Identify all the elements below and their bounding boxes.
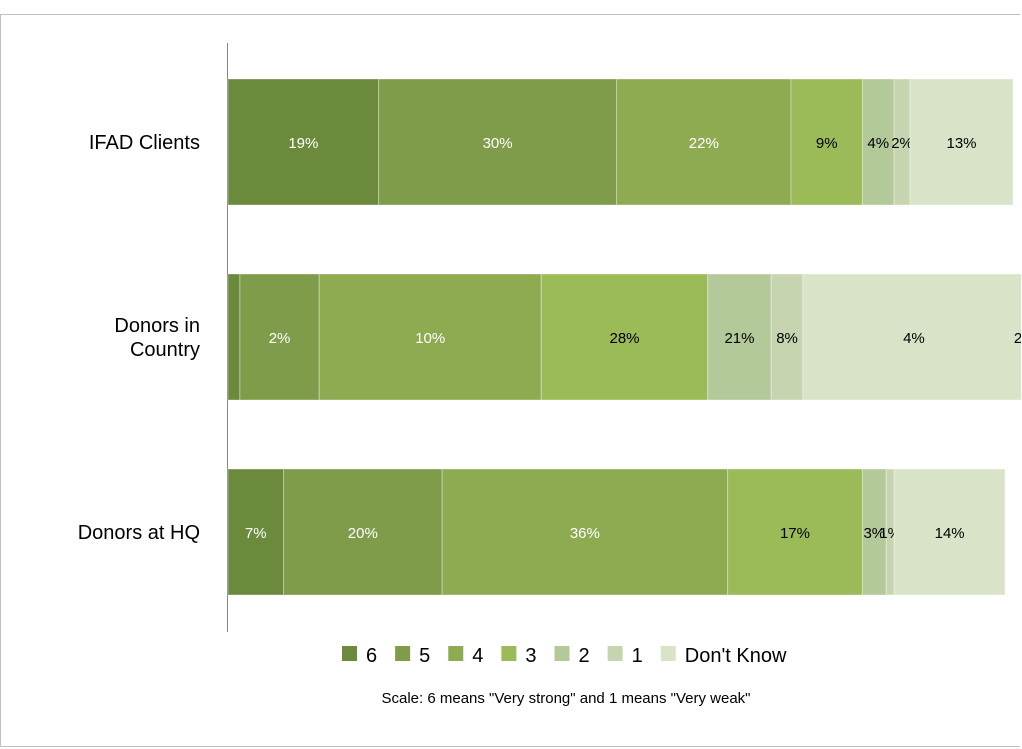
legend-swatch: [607, 646, 623, 661]
data-label: 4%: [903, 330, 925, 347]
data-label: 22%: [689, 135, 719, 152]
data-label: 3%: [863, 525, 885, 542]
bar-segment: [707, 273, 772, 401]
bar-segment: [283, 468, 443, 596]
bar-segment: [540, 273, 709, 401]
bar-segment: [441, 468, 729, 596]
category-label: Donors at HQ: [78, 522, 200, 544]
category-label: IFAD Clients: [89, 132, 200, 154]
data-label: 36%: [570, 525, 600, 542]
data-label: 2%: [269, 330, 291, 347]
data-label: 8%: [776, 330, 798, 347]
bar-segment: [770, 273, 804, 401]
category-label: Donors in: [114, 315, 200, 337]
legend-label: 1: [632, 645, 643, 667]
category-label: Country: [130, 339, 200, 361]
bar-segment: [616, 78, 792, 206]
data-label: 14%: [935, 525, 965, 542]
legend-label: 6: [366, 645, 377, 667]
legend-label: 4: [472, 645, 483, 667]
data-label: 20%: [348, 525, 378, 542]
legend-swatch: [448, 646, 464, 661]
legend-swatch: [342, 646, 357, 661]
scale-note: Scale: 6 means "Very strong" and 1 means…: [382, 690, 751, 707]
bar-segment: [893, 468, 1006, 596]
bar-segment: [227, 468, 285, 596]
data-label: 30%: [483, 135, 513, 152]
legend-swatch: [660, 646, 676, 661]
bar-segment: [227, 78, 380, 206]
bar-segment: [727, 468, 863, 596]
data-label: 17%: [780, 525, 810, 542]
bar-segment: [909, 78, 1014, 206]
legend-label: 5: [419, 645, 430, 667]
data-label: 10%: [415, 330, 445, 347]
data-label: 7%: [245, 525, 267, 542]
legend-label: 2: [579, 645, 590, 667]
chart-frame: IFAD Clients 19% 30% 22% 9% 4% 2% 13% Donors in C…: [0, 14, 1021, 747]
data-label: 13%: [947, 135, 977, 152]
bar-segment: [227, 273, 241, 401]
legend-swatch: [501, 646, 517, 661]
data-label: 28%: [609, 330, 639, 347]
data-label: 4%: [867, 135, 889, 152]
legend-swatch: [554, 646, 570, 661]
legend-swatch: [395, 646, 411, 661]
bar-segment: [239, 273, 320, 401]
bar-segment: [378, 78, 618, 206]
legend-label: Don't Know: [685, 645, 787, 667]
legend-label: 3: [525, 645, 536, 667]
bar-segment: [318, 273, 542, 401]
data-label: 9%: [816, 135, 838, 152]
data-label: 28%: [1014, 330, 1021, 347]
data-label: 19%: [288, 135, 318, 152]
bar-segment: [802, 273, 1021, 401]
stacked-bar-chart: IFAD Clients 19% 30% 22% 9% 4% 2% 13%Donors inC…: [78, 43, 1021, 707]
data-label: 2%: [891, 135, 913, 152]
data-label: 21%: [724, 330, 754, 347]
